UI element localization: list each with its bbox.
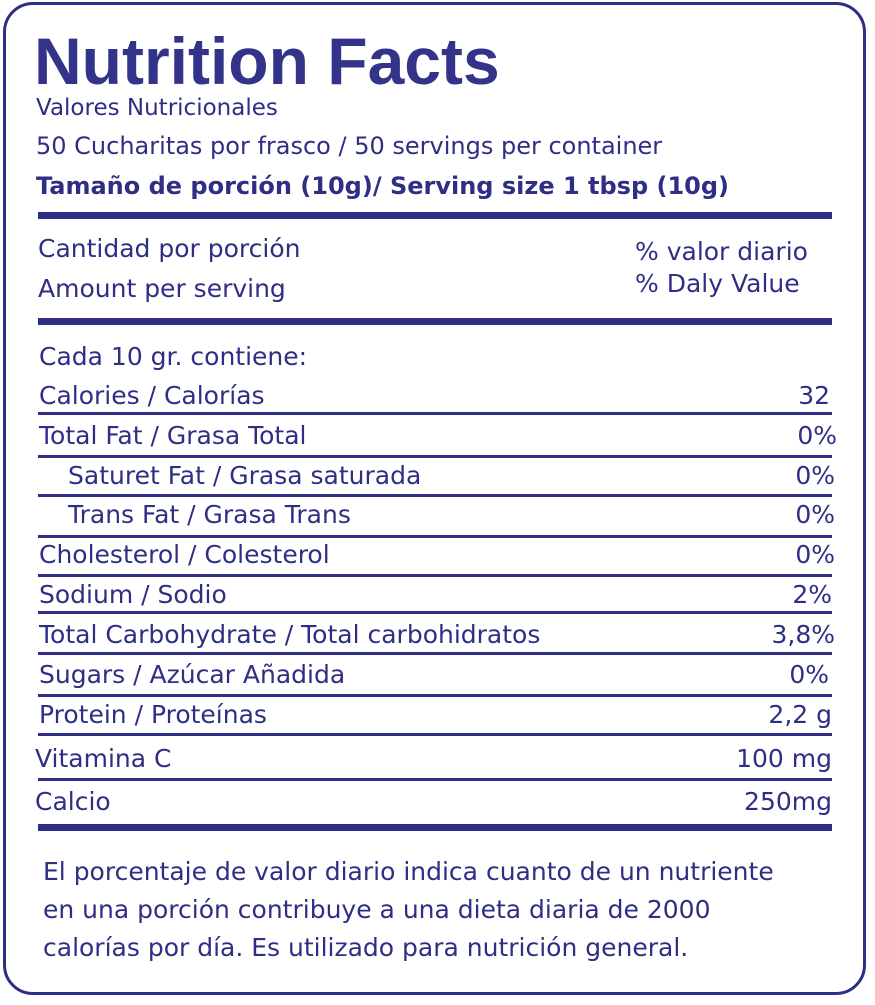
label-title: Nutrition Facts	[34, 24, 500, 98]
servings-per-container: 50 Cucharitas por frasco / 50 servings p…	[36, 132, 663, 160]
row-divider	[38, 494, 832, 497]
divider-thick	[38, 212, 832, 219]
nutrient-label-sugars: Sugars / Azúcar Añadida	[39, 660, 346, 689]
row-divider	[38, 778, 832, 781]
footnote-line: en una porción contribuye a una dieta di…	[43, 895, 711, 924]
nutrient-value-sugars: 0%	[789, 660, 829, 689]
row-divider	[38, 412, 832, 415]
serving-size: Tamaño de porción (10g)/ Serving size 1 …	[36, 172, 729, 200]
row-divider	[38, 694, 832, 697]
nutrient-value-sodium: 2%	[792, 580, 832, 609]
daily-value-footnote: El porcentaje de valor diario indica cua…	[43, 853, 774, 967]
amount-header-en: Amount per serving	[38, 274, 286, 303]
nutrient-label-calcium: Calcio	[35, 787, 111, 816]
nutrient-label-protein: Protein / Proteínas	[39, 700, 267, 729]
row-divider	[38, 535, 832, 538]
nutrient-label-vitamin-c: Vitamina C	[35, 744, 172, 773]
row-divider	[38, 652, 832, 655]
nutrient-label-trans-fat: Trans Fat / Grasa Trans	[68, 500, 351, 529]
nutrient-value-calcium: 250mg	[744, 787, 832, 816]
divider-thick	[38, 824, 832, 831]
nutrient-label-saturated-fat: Saturet Fat / Grasa saturada	[68, 461, 422, 490]
nutrient-value-calories: 32	[798, 381, 830, 410]
row-divider	[38, 733, 832, 736]
row-divider	[38, 574, 832, 577]
nutrient-value-cholesterol: 0%	[795, 540, 835, 569]
per-serving-intro: Cada 10 gr. contiene:	[39, 342, 308, 371]
row-divider	[38, 611, 832, 614]
nutrient-label-total-fat: Total Fat / Grasa Total	[39, 421, 307, 450]
nutrient-value-protein: 2,2 g	[768, 700, 832, 729]
footnote-line: El porcentaje de valor diario indica cua…	[43, 857, 774, 886]
row-divider	[38, 455, 832, 458]
nutrient-label-total-carbohydrate: Total Carbohydrate / Total carbohidratos	[39, 620, 541, 649]
nutrient-value-total-carbohydrate: 3,8%	[771, 620, 835, 649]
nutrient-value-saturated-fat: 0%	[795, 461, 835, 490]
nutrient-value-total-fat: 0%	[797, 421, 837, 450]
daily-value-header-es: % valor diario	[635, 237, 808, 266]
daily-value-header-en: % Daly Value	[635, 269, 800, 298]
divider-thick	[38, 318, 832, 325]
nutrient-label-cholesterol: Cholesterol / Colesterol	[39, 540, 330, 569]
label-subtitle: Valores Nutricionales	[36, 95, 278, 121]
nutrient-label-sodium: Sodium / Sodio	[39, 580, 227, 609]
nutrient-label-calories: Calories / Calorías	[39, 381, 265, 410]
footnote-line: calorías por día. Es utilizado para nutr…	[43, 933, 689, 962]
nutrient-value-vitamin-c: 100 mg	[736, 744, 832, 773]
nutrient-value-trans-fat: 0%	[795, 500, 835, 529]
amount-header-es: Cantidad por porción	[38, 234, 301, 263]
